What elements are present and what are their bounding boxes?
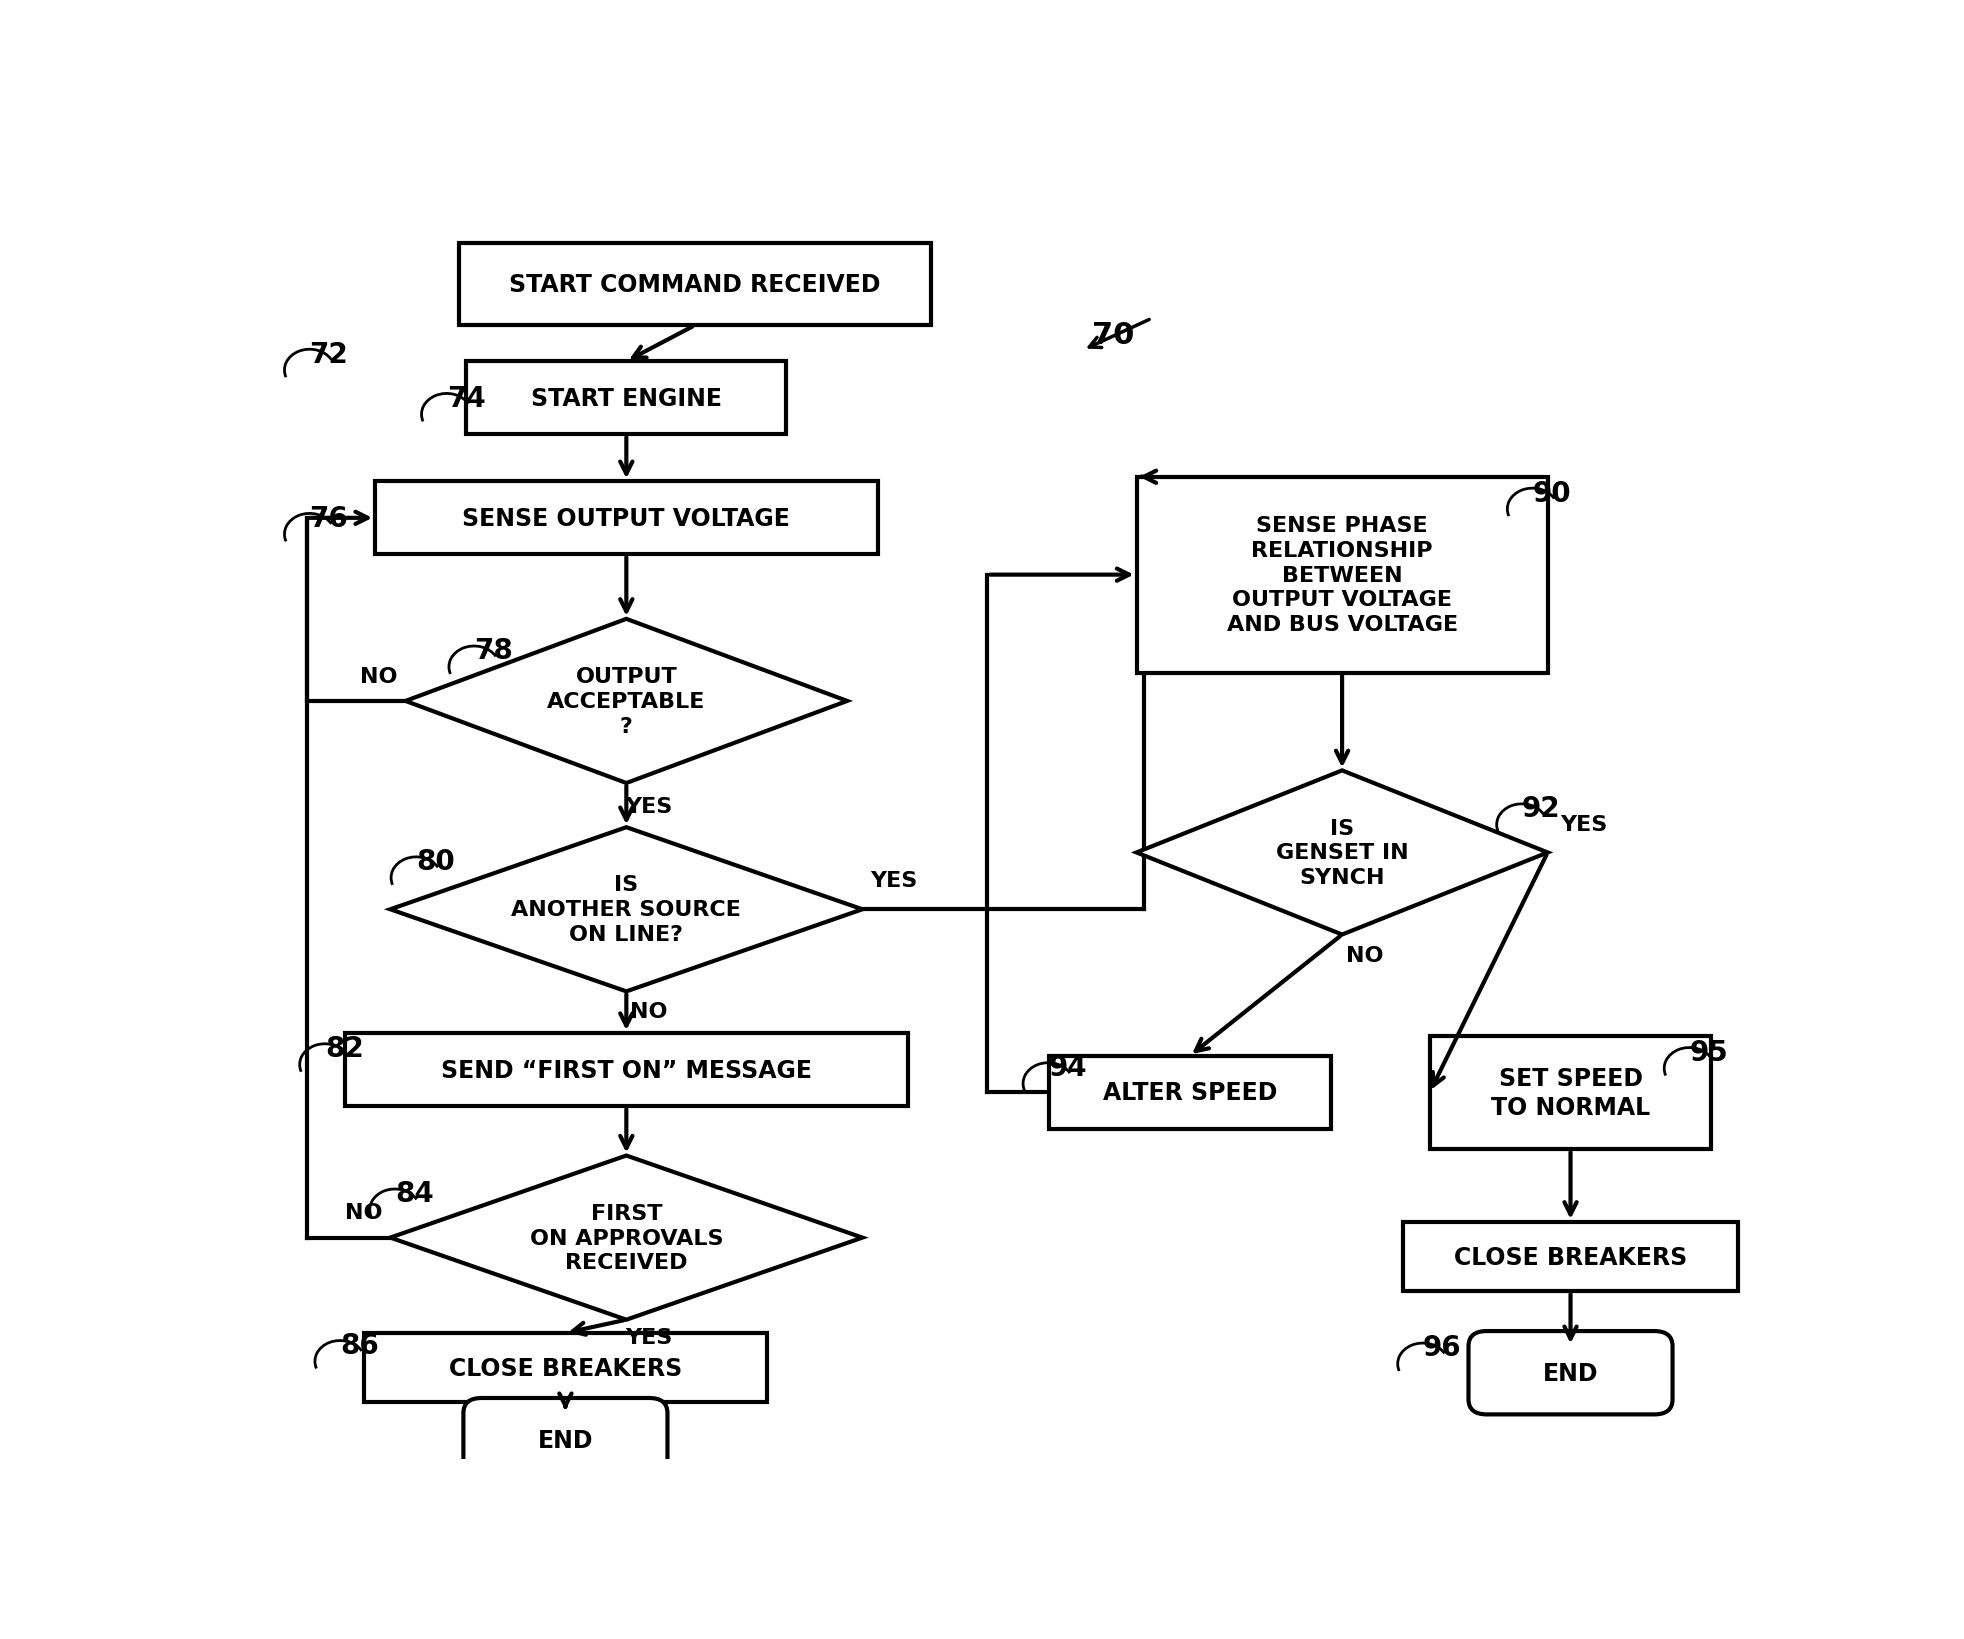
Text: CLOSE BREAKERS: CLOSE BREAKERS: [448, 1355, 682, 1380]
Text: YES: YES: [1559, 815, 1607, 834]
Bar: [465, 362, 786, 436]
Bar: [1402, 1223, 1736, 1292]
Text: YES: YES: [625, 797, 672, 816]
Bar: [375, 482, 878, 556]
Text: END: END: [1542, 1360, 1597, 1385]
Text: START ENGINE: START ENGINE: [530, 387, 721, 411]
Text: SEND “FIRST ON” MESSAGE: SEND “FIRST ON” MESSAGE: [440, 1059, 811, 1082]
Bar: [1135, 477, 1548, 674]
Text: START COMMAND RECEIVED: START COMMAND RECEIVED: [509, 274, 880, 297]
Text: END: END: [538, 1428, 593, 1452]
Bar: [1430, 1036, 1711, 1149]
Polygon shape: [1135, 770, 1548, 934]
Text: 90: 90: [1532, 479, 1571, 506]
Text: SENSE PHASE
RELATIONSHIP
BETWEEN
OUTPUT VOLTAGE
AND BUS VOLTAGE: SENSE PHASE RELATIONSHIP BETWEEN OUTPUT …: [1226, 516, 1457, 634]
Text: SET SPEED
TO NORMAL: SET SPEED TO NORMAL: [1491, 1065, 1650, 1119]
Text: IS
GENSET IN
SYNCH: IS GENSET IN SYNCH: [1275, 818, 1408, 888]
Polygon shape: [391, 1155, 862, 1319]
Bar: [344, 1034, 907, 1106]
Text: YES: YES: [870, 870, 917, 890]
Text: 94: 94: [1047, 1054, 1086, 1082]
Text: 78: 78: [473, 638, 513, 665]
Text: 86: 86: [340, 1331, 379, 1359]
Text: SENSE OUTPUT VOLTAGE: SENSE OUTPUT VOLTAGE: [462, 506, 790, 531]
Polygon shape: [405, 620, 846, 783]
Text: 80: 80: [416, 847, 456, 875]
FancyBboxPatch shape: [1467, 1331, 1671, 1414]
Text: 92: 92: [1520, 795, 1559, 823]
Bar: [363, 1333, 766, 1403]
Text: NO: NO: [630, 1001, 668, 1021]
Bar: [460, 244, 931, 326]
Text: 76: 76: [310, 505, 348, 533]
Text: NO: NO: [346, 1203, 383, 1223]
Text: OUTPUT
ACCEPTABLE
?: OUTPUT ACCEPTABLE ?: [546, 667, 705, 736]
Text: 95: 95: [1689, 1039, 1726, 1067]
Polygon shape: [391, 828, 862, 992]
Text: 84: 84: [395, 1180, 434, 1208]
Text: 96: 96: [1422, 1334, 1461, 1362]
FancyBboxPatch shape: [464, 1398, 668, 1482]
Text: 74: 74: [446, 385, 485, 413]
Text: YES: YES: [625, 1328, 672, 1347]
Text: ALTER SPEED: ALTER SPEED: [1102, 1080, 1277, 1105]
Text: FIRST
ON APPROVALS
RECEIVED: FIRST ON APPROVALS RECEIVED: [530, 1203, 723, 1272]
Text: IS
ANOTHER SOURCE
ON LINE?: IS ANOTHER SOURCE ON LINE?: [511, 875, 740, 944]
Text: 72: 72: [310, 341, 348, 369]
Text: 70: 70: [1092, 321, 1135, 351]
Text: 82: 82: [324, 1034, 363, 1062]
Bar: [1049, 1056, 1330, 1129]
Text: CLOSE BREAKERS: CLOSE BREAKERS: [1453, 1244, 1687, 1269]
Text: NO: NO: [359, 667, 397, 687]
Text: NO: NO: [1345, 946, 1383, 965]
